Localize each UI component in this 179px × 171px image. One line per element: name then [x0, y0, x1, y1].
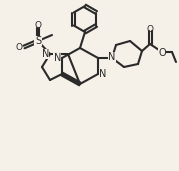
- Text: S: S: [35, 36, 41, 46]
- Text: O: O: [158, 48, 166, 58]
- Text: N: N: [54, 53, 61, 63]
- Text: N: N: [108, 52, 116, 62]
- Text: O: O: [15, 43, 22, 51]
- Text: O: O: [35, 22, 42, 30]
- Text: N: N: [42, 49, 49, 59]
- Text: O: O: [146, 25, 154, 35]
- Text: N: N: [99, 69, 106, 79]
